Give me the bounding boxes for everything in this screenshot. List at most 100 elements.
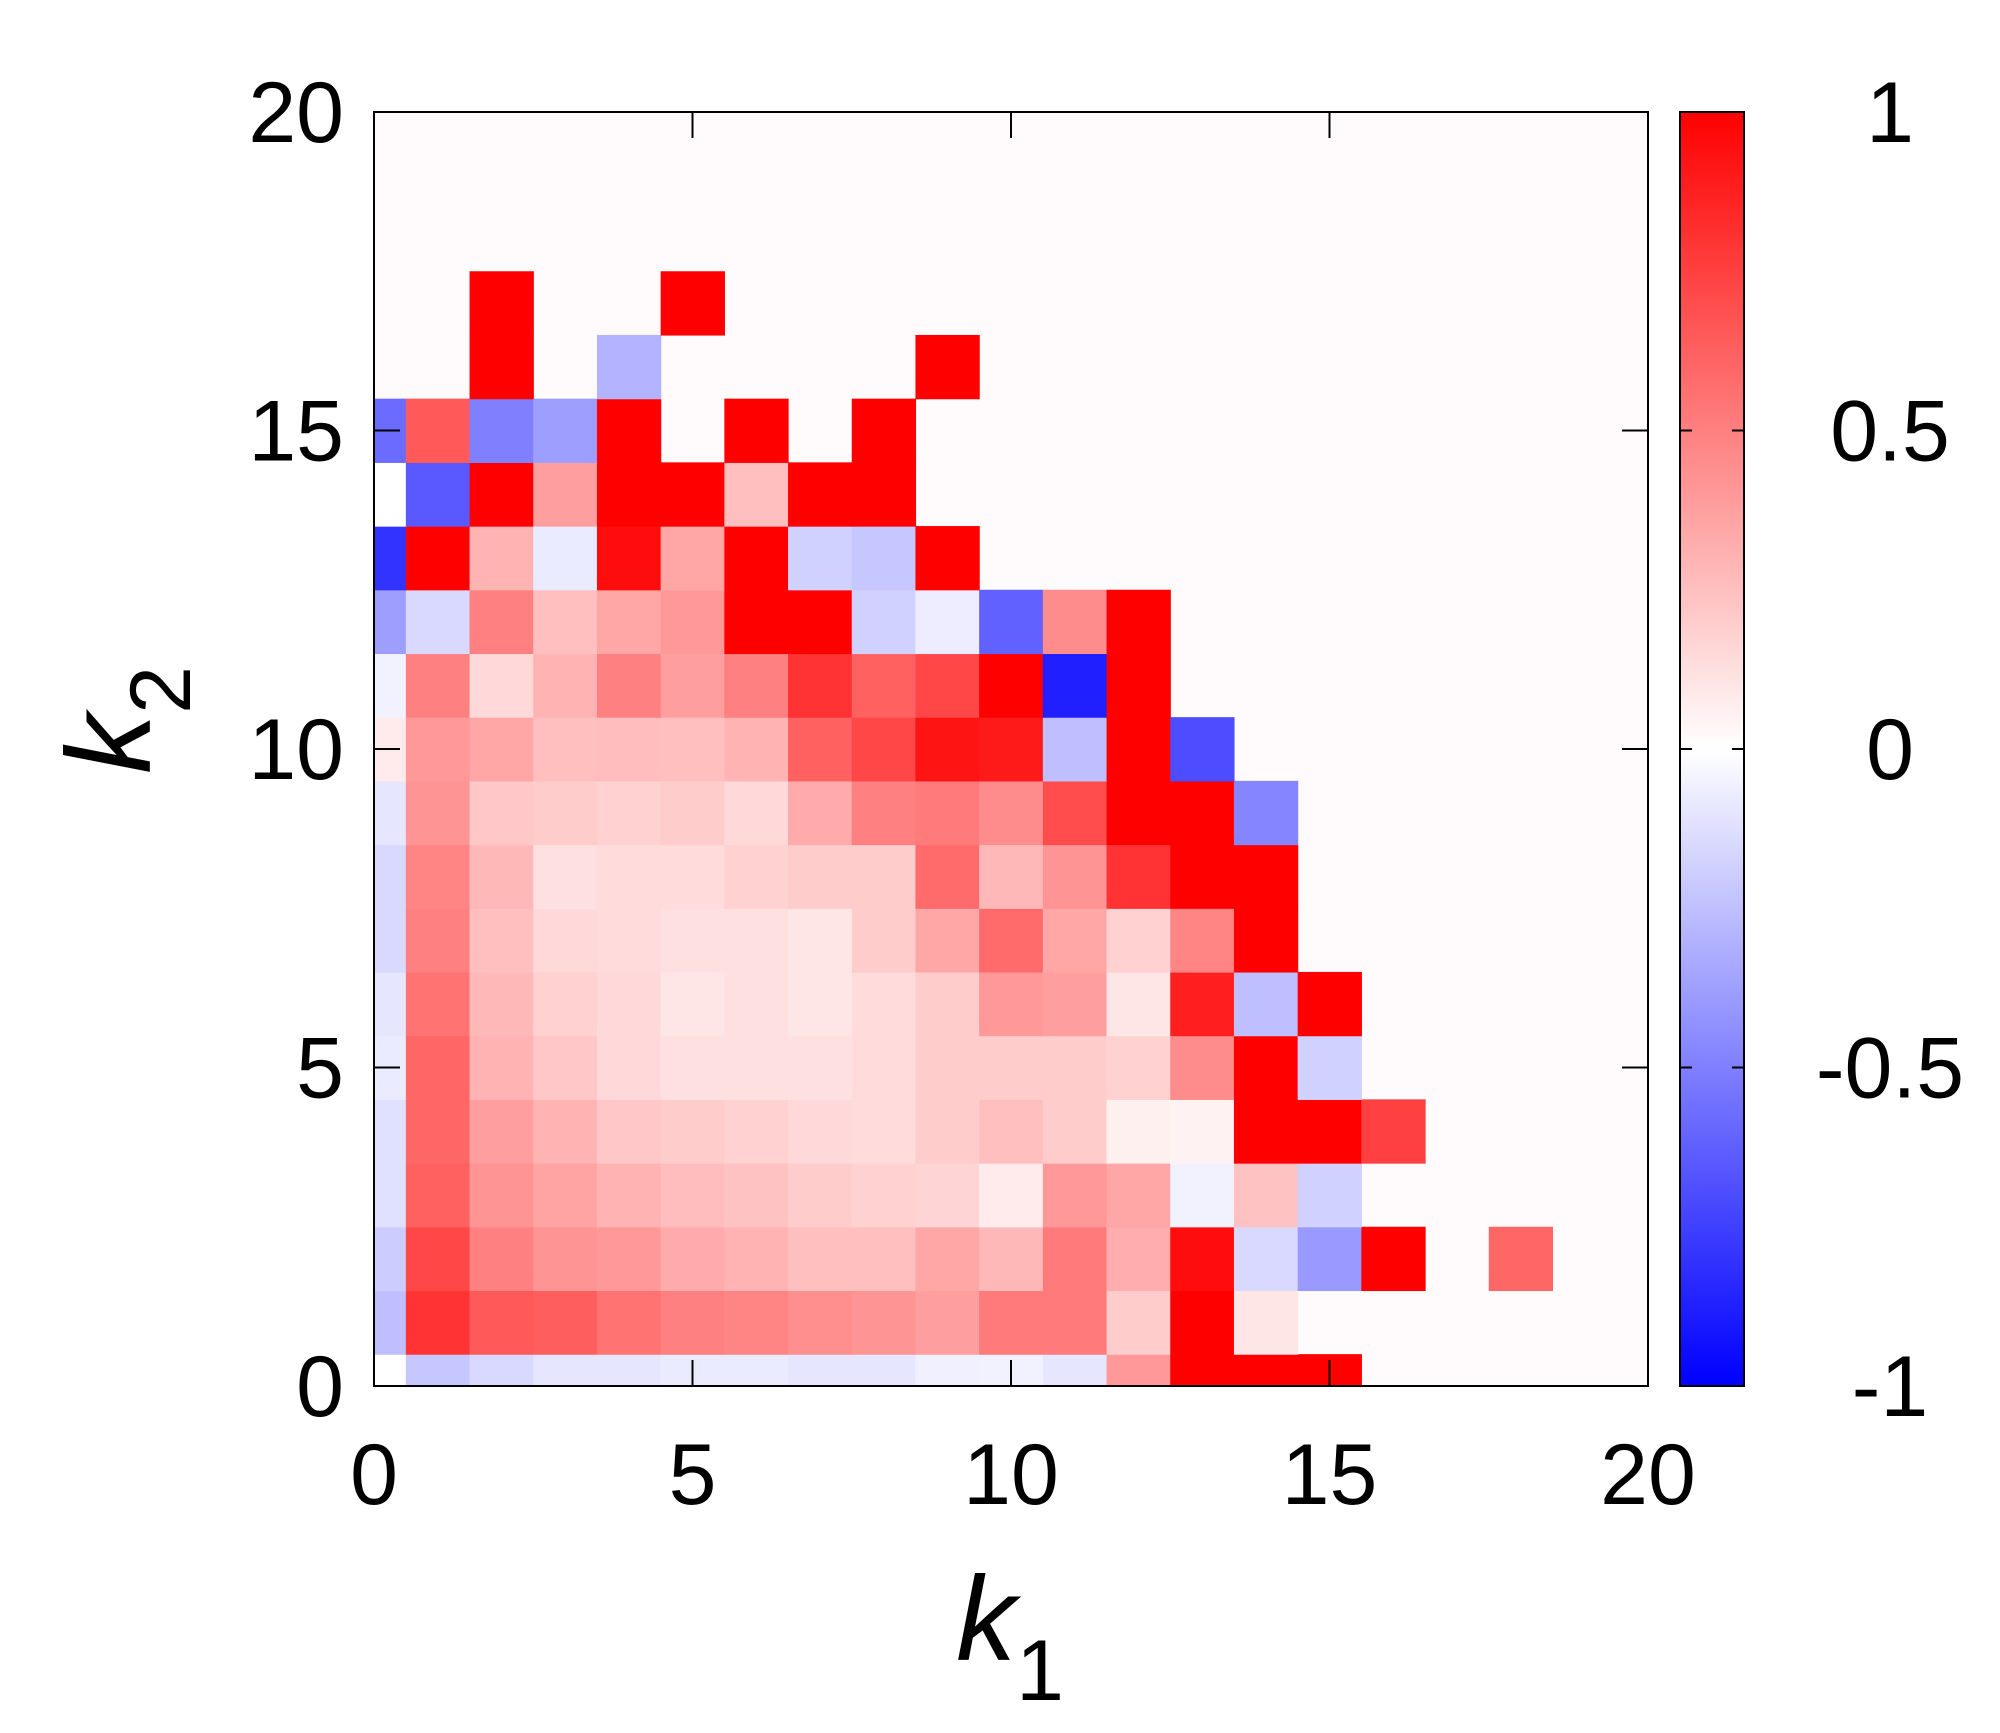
heatmap-cell (405, 780, 471, 846)
heatmap-cell (1042, 971, 1108, 1037)
heatmap-cell (405, 1290, 471, 1355)
heatmap-cell (596, 780, 662, 846)
heatmap-cell (1170, 1290, 1235, 1355)
y-tick-label: 20 (248, 65, 344, 161)
heatmap-cell (374, 462, 407, 527)
heatmap-cell (851, 1226, 917, 1292)
y-tick-label: 10 (248, 702, 344, 798)
heatmap-cell (788, 844, 853, 909)
heatmap-cell (405, 398, 471, 463)
heatmap-cell (596, 589, 662, 655)
heatmap-cell (1233, 1163, 1299, 1228)
heatmap-cell (469, 334, 534, 400)
heatmap-cell (374, 1226, 407, 1292)
heatmap-cell (788, 462, 853, 527)
heatmap-cell (1106, 1226, 1171, 1292)
heatmap-cell (1106, 717, 1171, 782)
heatmap-cell (374, 589, 407, 655)
heatmap-cell (405, 462, 471, 527)
heatmap-cell (596, 1163, 662, 1228)
heatmap-cell (405, 526, 471, 591)
heatmap-cell (1170, 971, 1235, 1037)
heatmap-cell (1170, 1099, 1235, 1164)
heatmap-cell (374, 1290, 407, 1355)
heatmap-cell (660, 1163, 725, 1228)
heatmap-cell (374, 1163, 407, 1228)
heatmap-cell (374, 844, 407, 909)
heatmap-cell (915, 1099, 980, 1164)
heatmap-cell (1042, 1226, 1108, 1292)
heatmap-cell (915, 780, 980, 846)
heatmap-cell (596, 462, 662, 527)
heatmap-cell (1106, 589, 1171, 655)
heatmap-cell (405, 971, 471, 1037)
heatmap-cell (1233, 1354, 1299, 1387)
colorbar-tick-label: 0.5 (1830, 384, 1950, 480)
heatmap-cell (915, 1163, 980, 1228)
heatmap-cell (660, 844, 725, 909)
heatmap-cell (1361, 1099, 1426, 1164)
heatmap-cell (1233, 1226, 1299, 1292)
y-axis-label-base: k (42, 708, 176, 774)
heatmap-cell (851, 1290, 917, 1355)
heatmap-cell (851, 780, 917, 846)
heatmap-cell (979, 1226, 1044, 1292)
heatmap-cell (1297, 1099, 1362, 1164)
heatmap-cell (374, 971, 407, 1037)
heatmap-cell (660, 971, 725, 1037)
heatmap-cell (1042, 589, 1108, 655)
heatmap-cell (405, 844, 471, 909)
heatmap-cell (469, 653, 534, 718)
heatmap-cell (788, 653, 853, 718)
heatmap-cell (405, 1226, 471, 1292)
heatmap-cell (851, 653, 917, 718)
heatmap-cell (1106, 1099, 1171, 1164)
heatmap-cell (788, 717, 853, 782)
heatmap-cell (469, 908, 534, 973)
heatmap-cell (724, 844, 789, 909)
heatmap-cell (1170, 908, 1235, 973)
heatmap-cell (660, 717, 725, 782)
heatmap-cell (1106, 1290, 1171, 1355)
heatmap-cell (596, 1354, 662, 1387)
heatmap-cell (596, 1290, 662, 1355)
heatmap-cell (1233, 971, 1299, 1037)
heatmap-cell (469, 1354, 534, 1387)
heatmap-cell (979, 908, 1044, 973)
heatmap-cell (1297, 1035, 1362, 1100)
heatmap-cell (979, 1163, 1044, 1228)
heatmap-cell (469, 271, 534, 336)
heatmap-cell (1170, 1354, 1235, 1387)
colorbar: -1 -0.5 0 0.5 1 (1679, 65, 1964, 1435)
heatmap-cell (469, 589, 534, 655)
heatmap-cell (533, 717, 598, 782)
colorbar-tick-label: -1 (1852, 1339, 1928, 1435)
heatmap-cell (533, 526, 598, 591)
heatmap-cell (660, 1290, 725, 1355)
heatmap-cell (469, 398, 534, 463)
heatmap-cell (788, 1226, 853, 1292)
heatmap-cell (724, 1290, 789, 1355)
heatmap-cell (788, 971, 853, 1037)
heatmap-cell (469, 1035, 534, 1100)
heatmap-cell (374, 780, 407, 846)
heatmap-cell (979, 844, 1044, 909)
heatmap-cell (1042, 908, 1108, 973)
heatmap-cell (1042, 844, 1108, 909)
heatmap-cell (915, 589, 980, 655)
heatmap-cell (851, 1035, 917, 1100)
heatmap-cell (660, 1035, 725, 1100)
heatmap-cell (788, 589, 853, 655)
heatmap-cell (660, 589, 725, 655)
heatmap-cell (469, 844, 534, 909)
heatmap-cell (915, 653, 980, 718)
heatmap-cell (724, 398, 789, 463)
heatmap-cell (469, 1290, 534, 1355)
heatmap-cell (851, 398, 917, 463)
heatmap-cell (724, 908, 789, 973)
heatmap-cell (1106, 653, 1171, 718)
heatmap-cell (660, 1226, 725, 1292)
heatmap-cell (596, 844, 662, 909)
heatmap-cell (374, 1099, 407, 1164)
heatmap-cell (660, 1099, 725, 1164)
